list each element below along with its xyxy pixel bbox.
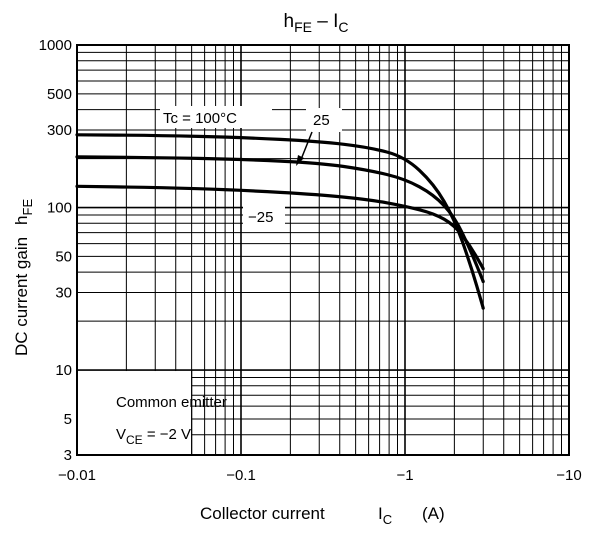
plot-frame — [76, 44, 570, 456]
curves — [75, 133, 485, 310]
chart-title: hFE – IC — [284, 11, 349, 35]
series-curve-0 — [75, 133, 485, 310]
series-curve-2 — [75, 184, 485, 271]
series-label-25-bg — [306, 108, 342, 132]
tick-labels: −0.01 −0.1 −1 −10 1000 500 300 100 50 30 10 5 3 — [39, 37, 582, 484]
series-label-25: 25 — [313, 112, 330, 129]
x-tick-label: −0.1 — [226, 467, 256, 484]
y-tick-label: 50 — [55, 248, 72, 265]
x-axis-label: Collector current IC (A) — [200, 504, 445, 527]
series-label-m25: −25 — [248, 209, 273, 226]
y-tick-label: 300 — [47, 122, 72, 139]
y-tick-label: 30 — [55, 284, 72, 301]
annotation-vce: VCE = −2 V — [116, 426, 191, 447]
y-tick-label: 5 — [64, 411, 72, 428]
annotation-box — [78, 371, 192, 455]
y-axis-label: DC current gainhFE — [12, 199, 35, 356]
y-tick-label: 1000 — [39, 37, 72, 54]
y-tick-label: 100 — [47, 200, 72, 217]
annotation-common-emitter: Common emitter — [116, 394, 227, 411]
y-tick-label: 10 — [55, 362, 72, 379]
x-tick-label: −10 — [556, 467, 581, 484]
y-tick-label: 500 — [47, 86, 72, 103]
series-label-100-bg — [160, 106, 272, 128]
x-tick-label: −0.01 — [58, 467, 96, 484]
y-tick-label: 3 — [64, 447, 72, 464]
series-label-m25-bg — [243, 206, 285, 228]
x-tick-label: −1 — [396, 467, 413, 484]
series-label-25-arrowhead — [296, 155, 304, 166]
series-label-100: Tc = 100°C — [163, 110, 237, 127]
